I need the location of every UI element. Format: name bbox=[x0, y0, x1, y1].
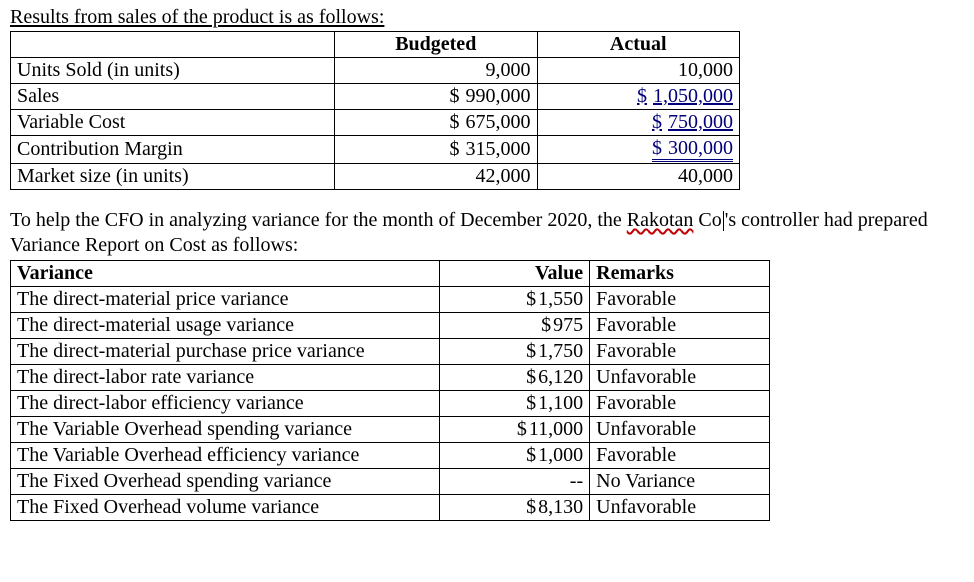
budgeted-cell: 9,000 bbox=[335, 58, 538, 84]
variance-label: The Fixed Overhead spending variance bbox=[11, 469, 440, 495]
variance-remarks: Favorable bbox=[590, 287, 770, 313]
variance-label: The direct-material purchase price varia… bbox=[11, 339, 440, 365]
actual-cell: $1,050,000 bbox=[537, 84, 740, 110]
table-row: Units Sold (in units)9,00010,000 bbox=[11, 58, 740, 84]
table-row: The direct-material price variance$1,550… bbox=[11, 287, 770, 313]
table1-header-actual: Actual bbox=[537, 32, 740, 58]
table-row: The Fixed Overhead volume variance$8,130… bbox=[11, 495, 770, 521]
row-label: Market size (in units) bbox=[11, 164, 335, 190]
row-label: Sales bbox=[11, 84, 335, 110]
variance-value: $11,000 bbox=[440, 417, 590, 443]
variance-label: The direct-material usage variance bbox=[11, 313, 440, 339]
variance-label: The direct-labor efficiency variance bbox=[11, 391, 440, 417]
variance-label: The Variable Overhead efficiency varianc… bbox=[11, 443, 440, 469]
table2-header-value: Value bbox=[440, 261, 590, 287]
table-row: The direct-labor rate variance$6,120Unfa… bbox=[11, 365, 770, 391]
variance-label: The Variable Overhead spending variance bbox=[11, 417, 440, 443]
variance-value: $1,100 bbox=[440, 391, 590, 417]
variance-label: The Fixed Overhead volume variance bbox=[11, 495, 440, 521]
table-row: The Variable Overhead spending variance$… bbox=[11, 417, 770, 443]
budgeted-cell: 42,000 bbox=[335, 164, 538, 190]
table-row: The direct-labor efficiency variance$1,1… bbox=[11, 391, 770, 417]
table-row: Contribution Margin$315,000$300,000 bbox=[11, 136, 740, 164]
table-row: Sales$990,000$1,050,000 bbox=[11, 84, 740, 110]
table-row: The direct-material purchase price varia… bbox=[11, 339, 770, 365]
variance-label: The direct-material price variance bbox=[11, 287, 440, 313]
variance-value: $1,750 bbox=[440, 339, 590, 365]
table1-empty-header bbox=[11, 32, 335, 58]
variance-remarks: Favorable bbox=[590, 443, 770, 469]
table-row: Variable Cost$675,000$750,000 bbox=[11, 110, 740, 136]
actual-cell: 10,000 bbox=[537, 58, 740, 84]
budgeted-cell: $675,000 bbox=[335, 110, 538, 136]
variance-value: $1,000 bbox=[440, 443, 590, 469]
table-row: The Variable Overhead efficiency varianc… bbox=[11, 443, 770, 469]
variance-remarks: Unfavorable bbox=[590, 417, 770, 443]
variance-report-table: Variance Value Remarks The direct-materi… bbox=[10, 260, 770, 521]
intro-text: Results from sales of the product is as … bbox=[10, 6, 964, 29]
sales-results-table: Budgeted Actual Units Sold (in units)9,0… bbox=[10, 31, 740, 190]
row-label: Units Sold (in units) bbox=[11, 58, 335, 84]
row-label: Contribution Margin bbox=[11, 136, 335, 164]
variance-remarks: Favorable bbox=[590, 339, 770, 365]
para2-squiggle-word: Rakotan bbox=[627, 209, 694, 231]
text-cursor bbox=[723, 211, 724, 231]
variance-value: $975 bbox=[440, 313, 590, 339]
row-label: Variable Cost bbox=[11, 110, 335, 136]
variance-value: -- bbox=[440, 469, 590, 495]
variance-remarks: No Variance bbox=[590, 469, 770, 495]
para2-mid: Co bbox=[693, 209, 721, 231]
actual-cell: 40,000 bbox=[537, 164, 740, 190]
variance-value: $6,120 bbox=[440, 365, 590, 391]
table-row: The Fixed Overhead spending variance--No… bbox=[11, 469, 770, 495]
table2-header-remarks: Remarks bbox=[590, 261, 770, 287]
variance-label: The direct-labor rate variance bbox=[11, 365, 440, 391]
variance-remarks: Unfavorable bbox=[590, 365, 770, 391]
budgeted-cell: $315,000 bbox=[335, 136, 538, 164]
variance-intro-paragraph: To help the CFO in analyzing variance fo… bbox=[10, 208, 964, 258]
variance-remarks: Favorable bbox=[590, 313, 770, 339]
actual-cell: $300,000 bbox=[537, 136, 740, 164]
budgeted-cell: $990,000 bbox=[335, 84, 538, 110]
table2-header-variance: Variance bbox=[11, 261, 440, 287]
table1-header-budgeted: Budgeted bbox=[335, 32, 538, 58]
variance-value: $8,130 bbox=[440, 495, 590, 521]
variance-value: $1,550 bbox=[440, 287, 590, 313]
para2-pre: To help the CFO in analyzing variance fo… bbox=[10, 209, 627, 231]
variance-remarks: Favorable bbox=[590, 391, 770, 417]
table-row: Market size (in units)42,00040,000 bbox=[11, 164, 740, 190]
table-row: The direct-material usage variance$975Fa… bbox=[11, 313, 770, 339]
actual-cell: $750,000 bbox=[537, 110, 740, 136]
variance-remarks: Unfavorable bbox=[590, 495, 770, 521]
